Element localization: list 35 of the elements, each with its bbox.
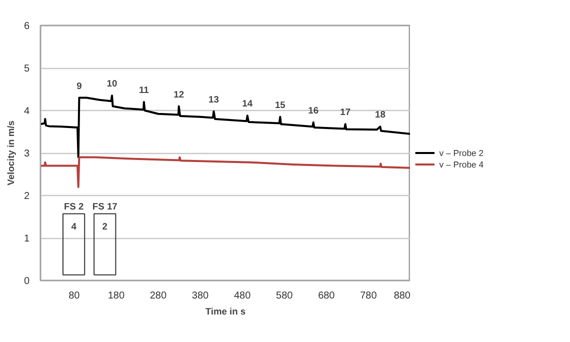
y-tick-label: 3 (24, 148, 30, 160)
legend-label: v – Probe 2 (439, 148, 484, 158)
y-tick-label: 6 (24, 21, 30, 32)
annotation: 11 (139, 85, 149, 95)
annotation: 16 (308, 105, 319, 116)
y-tick-label: 4 (24, 106, 30, 117)
y-axis-title: Velocity in m/s (6, 120, 16, 186)
y-tick-label: 2 (24, 191, 30, 202)
annotation: 13 (208, 94, 219, 104)
x-tick-label: 80 (68, 290, 80, 302)
annotation: 4 (71, 221, 78, 232)
x-tick-label: 580 (276, 290, 294, 302)
x-axis-title: Time in s (205, 306, 246, 316)
x-tick-label: 780 (360, 290, 378, 302)
annotation: 12 (174, 89, 184, 100)
x-tick-label: 380 (192, 290, 210, 302)
annotation: 9 (76, 80, 82, 91)
y-tick-label: 5 (24, 64, 30, 74)
annotation: 17 (340, 107, 351, 118)
annotation: 15 (274, 100, 286, 110)
annotation: 18 (375, 110, 386, 120)
y-tick-label: 1 (24, 234, 30, 244)
annotation: 2 (102, 221, 108, 232)
x-tick-label: 180 (108, 290, 125, 302)
x-tick-label: 680 (318, 290, 336, 302)
x-tick-label: 480 (234, 290, 252, 302)
y-tick-label: 0 (24, 276, 30, 287)
annotation: FS 2 (64, 202, 84, 212)
annotation: 14 (242, 98, 254, 109)
annotation: FS 17 (92, 202, 118, 212)
annotation: 10 (106, 78, 118, 89)
line-series (40, 156, 410, 188)
x-tick-label: 880 (394, 290, 411, 302)
legend-label: v – Probe 4 (439, 159, 484, 170)
x-tick-label: 280 (150, 290, 168, 302)
